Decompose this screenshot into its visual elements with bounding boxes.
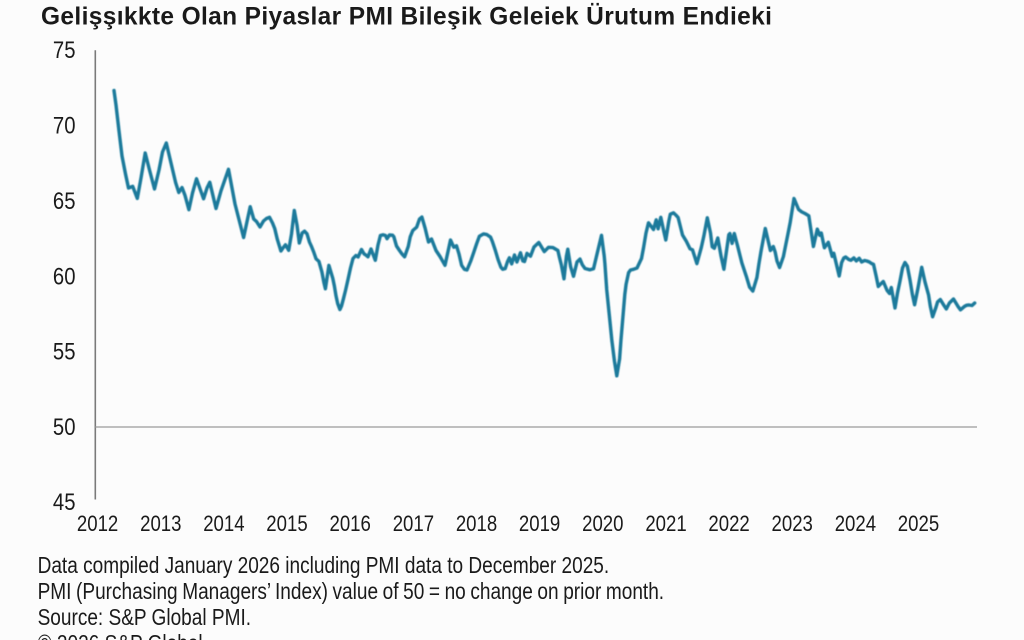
svg-text:Data compiled January 2026 inc: Data compiled January 2026 including PMI… bbox=[38, 552, 610, 578]
svg-text:2012: 2012 bbox=[77, 513, 118, 537]
svg-text:2018: 2018 bbox=[456, 513, 497, 537]
svg-text:75: 75 bbox=[53, 36, 76, 63]
svg-text:© 2026 S&P Global.: © 2026 S&P Global. bbox=[38, 630, 208, 640]
svg-text:60: 60 bbox=[53, 263, 76, 290]
svg-text:2019: 2019 bbox=[519, 513, 560, 537]
svg-text:PMI (Purchasing Managers’ Inde: PMI (Purchasing Managers’ Index) value o… bbox=[38, 578, 664, 604]
svg-text:2021: 2021 bbox=[645, 513, 686, 537]
svg-text:2017: 2017 bbox=[393, 513, 434, 537]
svg-text:2024: 2024 bbox=[835, 513, 876, 537]
svg-text:2016: 2016 bbox=[330, 513, 371, 537]
svg-text:55: 55 bbox=[53, 338, 76, 365]
svg-text:2023: 2023 bbox=[772, 513, 813, 537]
svg-text:2022: 2022 bbox=[708, 513, 749, 537]
svg-text:2025: 2025 bbox=[898, 513, 939, 537]
svg-text:2020: 2020 bbox=[582, 513, 623, 537]
svg-text:65: 65 bbox=[53, 187, 76, 214]
svg-text:70: 70 bbox=[53, 112, 76, 139]
svg-text:50: 50 bbox=[53, 413, 76, 440]
svg-text:Gelişşıkkte Olan Piyaslar PMI: Gelişşıkkte Olan Piyaslar PMI Bileşik Ge… bbox=[41, 1, 772, 30]
svg-text:2013: 2013 bbox=[140, 513, 181, 537]
svg-text:2014: 2014 bbox=[203, 513, 244, 537]
svg-text:45: 45 bbox=[53, 488, 76, 515]
svg-text:2015: 2015 bbox=[266, 513, 307, 537]
svg-text:Source: S&P Global PMI.: Source: S&P Global PMI. bbox=[38, 604, 251, 630]
